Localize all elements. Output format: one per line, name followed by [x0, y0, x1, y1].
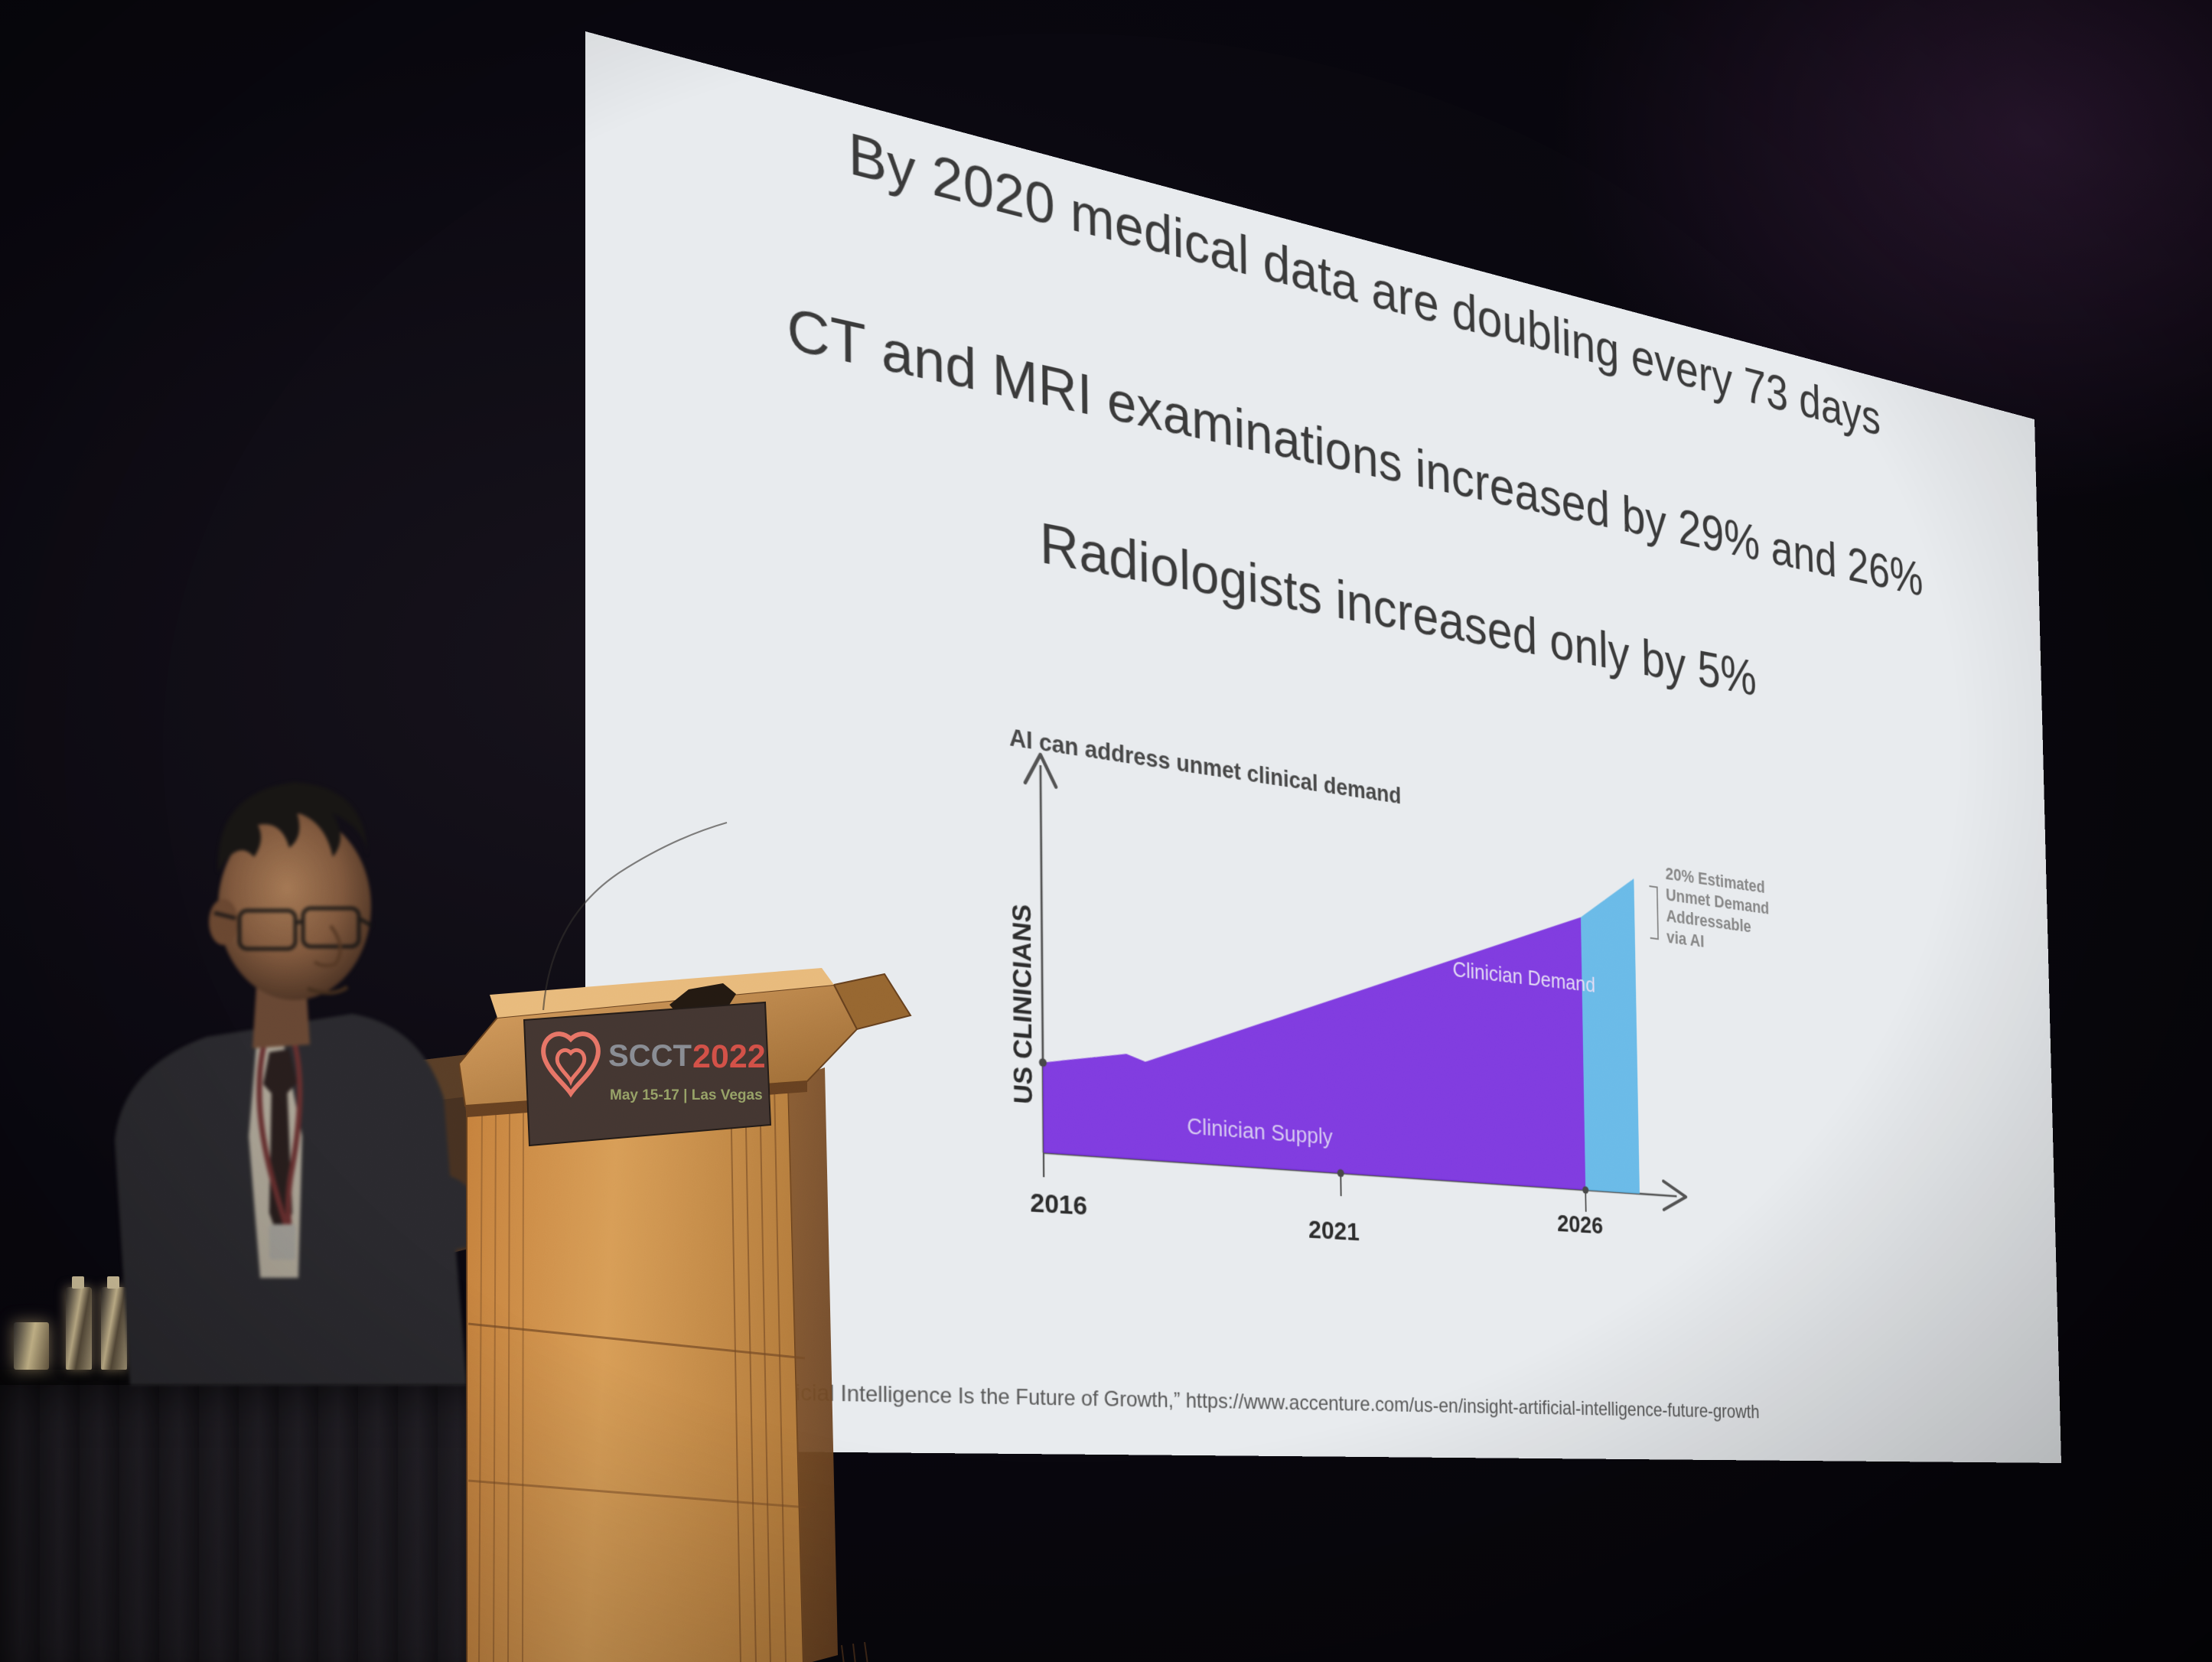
svg-text:2022: 2022: [692, 1038, 766, 1075]
svg-text:SCCT: SCCT: [608, 1039, 692, 1073]
svg-text:May 15-17 | Las Vegas: May 15-17 | Las Vegas: [610, 1087, 763, 1103]
